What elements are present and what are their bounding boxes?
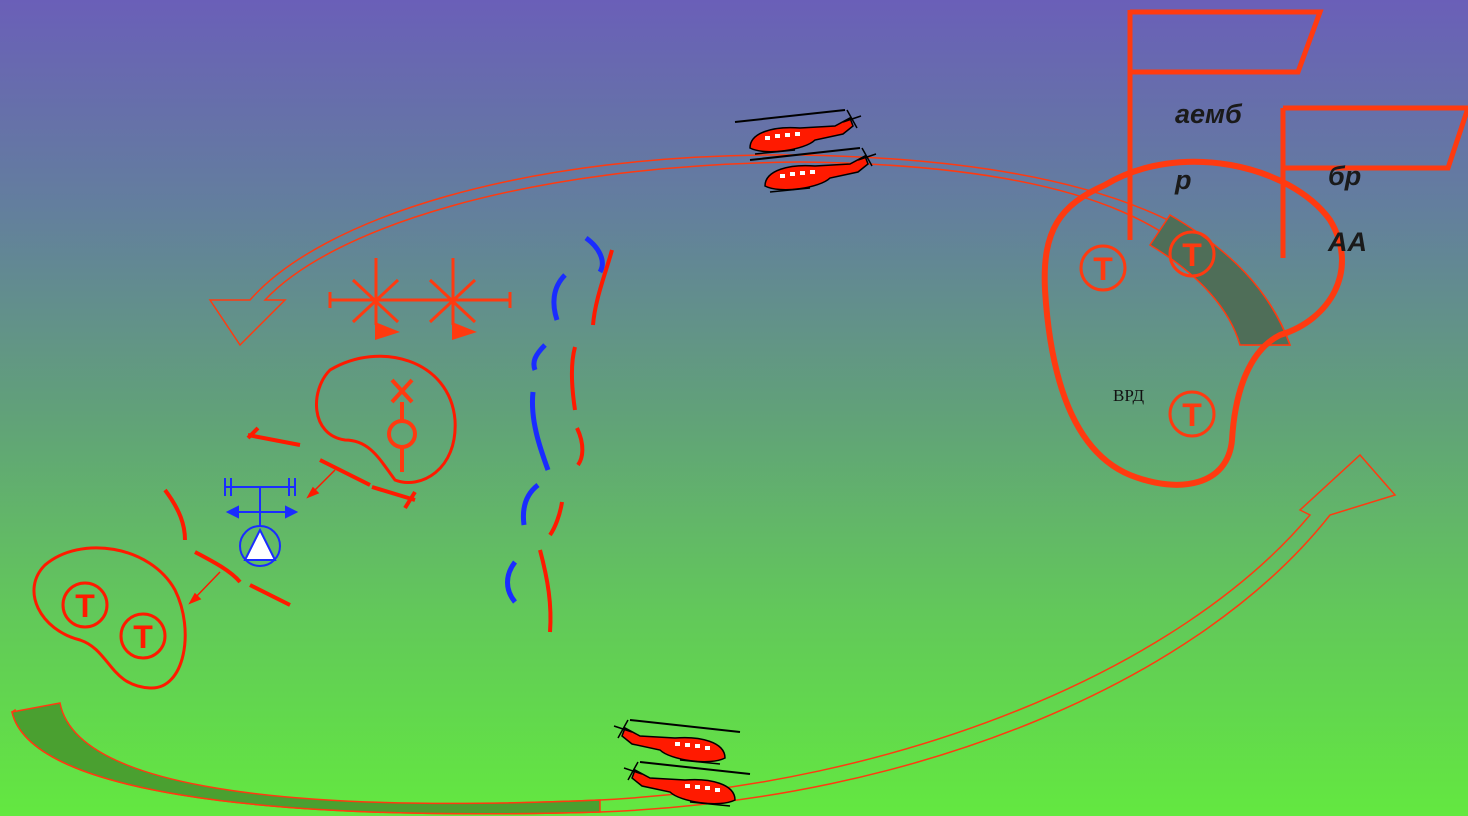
helicopter-icon [623, 761, 751, 807]
bottom-maneuver-arrow [11, 453, 1397, 815]
flag-label-line: бр [1328, 161, 1362, 191]
zone-label-vrd: ВРД [1113, 386, 1145, 405]
tank-symbol-5: Т [119, 612, 167, 660]
artillery-triangle [243, 527, 277, 561]
tank-symbol-4: Т [61, 581, 109, 629]
svg-text:Т: Т [1182, 237, 1202, 273]
flag-br-aa [1280, 105, 1468, 258]
flag-label-line: аемб [1175, 99, 1242, 129]
assembly-area-outline [1041, 158, 1345, 488]
flag-label-line: АА [1328, 227, 1368, 257]
tank-symbol-1: Т [1079, 244, 1127, 292]
red-arrows-small [188, 469, 336, 605]
barrier-flag-2 [452, 322, 477, 340]
tank-symbol-2: Т [1168, 230, 1216, 278]
svg-text:Т: Т [1182, 397, 1202, 433]
barrier-symbols [328, 258, 512, 325]
artillery-symbol [224, 478, 299, 567]
helicopter-icon [613, 719, 741, 765]
flag-aemb [1127, 9, 1324, 240]
barrier-flag-1 [375, 322, 400, 340]
flag-label-br-aa: бр АА [1313, 127, 1367, 259]
flag-label-line: р [1175, 165, 1192, 195]
helicopter-icon [734, 109, 862, 155]
svg-text:Т: Т [1093, 251, 1113, 287]
command-post-area [315, 354, 457, 484]
top-maneuver-arrow [208, 154, 1292, 347]
svg-text:Т: Т [75, 588, 95, 624]
command-post-symbol [387, 378, 417, 472]
flag-label-aemb: аемб р [1160, 65, 1242, 197]
tank-symbol-3: Т [1168, 390, 1216, 438]
red-front-line-right [538, 249, 614, 633]
red-front-line-left [163, 426, 417, 607]
blue-front-line [505, 235, 605, 604]
svg-text:Т: Т [133, 619, 153, 655]
tank-area-left [32, 546, 187, 690]
